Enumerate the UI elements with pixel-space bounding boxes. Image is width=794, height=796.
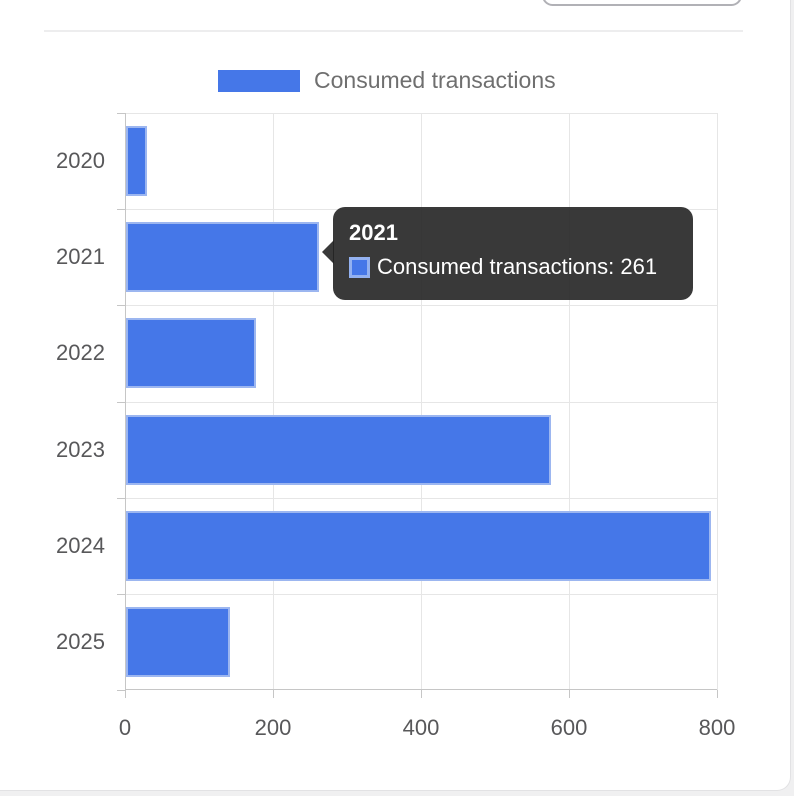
y-axis-label-2025: 2025 bbox=[56, 628, 105, 654]
x-axis-tick-200 bbox=[273, 690, 274, 698]
y-axis-tick-4 bbox=[117, 497, 125, 499]
x-axis-label-400: 400 bbox=[402, 715, 440, 740]
gridline-x-800 bbox=[717, 113, 718, 690]
x-axis-tick-600 bbox=[569, 690, 570, 698]
y-axis-tick-6 bbox=[117, 690, 125, 691]
bar-2023[interactable] bbox=[126, 414, 551, 485]
bar-2022[interactable] bbox=[126, 318, 256, 389]
bar-2025[interactable] bbox=[126, 606, 231, 677]
header-divider bbox=[44, 30, 743, 32]
gridline-row-5 bbox=[125, 593, 717, 595]
chart-tooltip: 2021 Consumed transactions: 261 bbox=[322, 207, 693, 300]
y-axis-line bbox=[125, 113, 126, 690]
x-axis-tick-0 bbox=[125, 690, 126, 698]
bar-2021[interactable] bbox=[126, 222, 320, 293]
legend-swatch bbox=[218, 69, 300, 92]
bar-2020[interactable] bbox=[126, 126, 147, 197]
gridline-row-0 bbox=[125, 113, 717, 114]
chart-legend-item[interactable]: Consumed transactions bbox=[218, 67, 556, 94]
x-axis-label-800: 800 bbox=[698, 715, 736, 740]
gridline-row-2 bbox=[125, 305, 717, 307]
tooltip-series-marker bbox=[349, 256, 370, 278]
y-axis-tick-5 bbox=[117, 593, 125, 595]
x-axis-label-0: 0 bbox=[118, 715, 132, 740]
x-axis-tick-800 bbox=[717, 690, 718, 698]
y-axis-tick-1 bbox=[117, 209, 125, 211]
x-axis-tick-400 bbox=[421, 690, 422, 698]
y-axis-label-2023: 2023 bbox=[56, 436, 105, 462]
plot-area bbox=[117, 113, 718, 698]
y-axis-label-2020: 2020 bbox=[56, 148, 105, 174]
y-axis-tick-3 bbox=[117, 401, 125, 403]
tooltip-text: Consumed transactions: 261 bbox=[377, 254, 658, 279]
gridline-row-3 bbox=[125, 401, 717, 403]
y-axis-label-2024: 2024 bbox=[56, 532, 105, 558]
y-axis-tick-2 bbox=[117, 305, 125, 307]
tooltip-caret bbox=[322, 240, 334, 264]
x-axis-label-200: 200 bbox=[254, 715, 292, 740]
y-axis-label-2021: 2021 bbox=[56, 244, 105, 270]
legend-label: Consumed transactions bbox=[314, 67, 556, 93]
y-axis-labels: 2020 2021 2022 2023 2024 2025 bbox=[0, 113, 105, 690]
tooltip-body-row: Consumed transactions: 261 bbox=[349, 254, 681, 280]
y-axis-label-2022: 2022 bbox=[56, 340, 105, 366]
y-axis-tick-0 bbox=[117, 113, 125, 114]
x-axis-label-600: 600 bbox=[550, 715, 588, 740]
bar-2024[interactable] bbox=[126, 510, 711, 581]
partial-button-top-right[interactable] bbox=[542, 0, 742, 6]
x-axis-line bbox=[125, 689, 717, 690]
gridline-row-4 bbox=[125, 497, 717, 499]
tooltip-title: 2021 bbox=[349, 220, 398, 245]
